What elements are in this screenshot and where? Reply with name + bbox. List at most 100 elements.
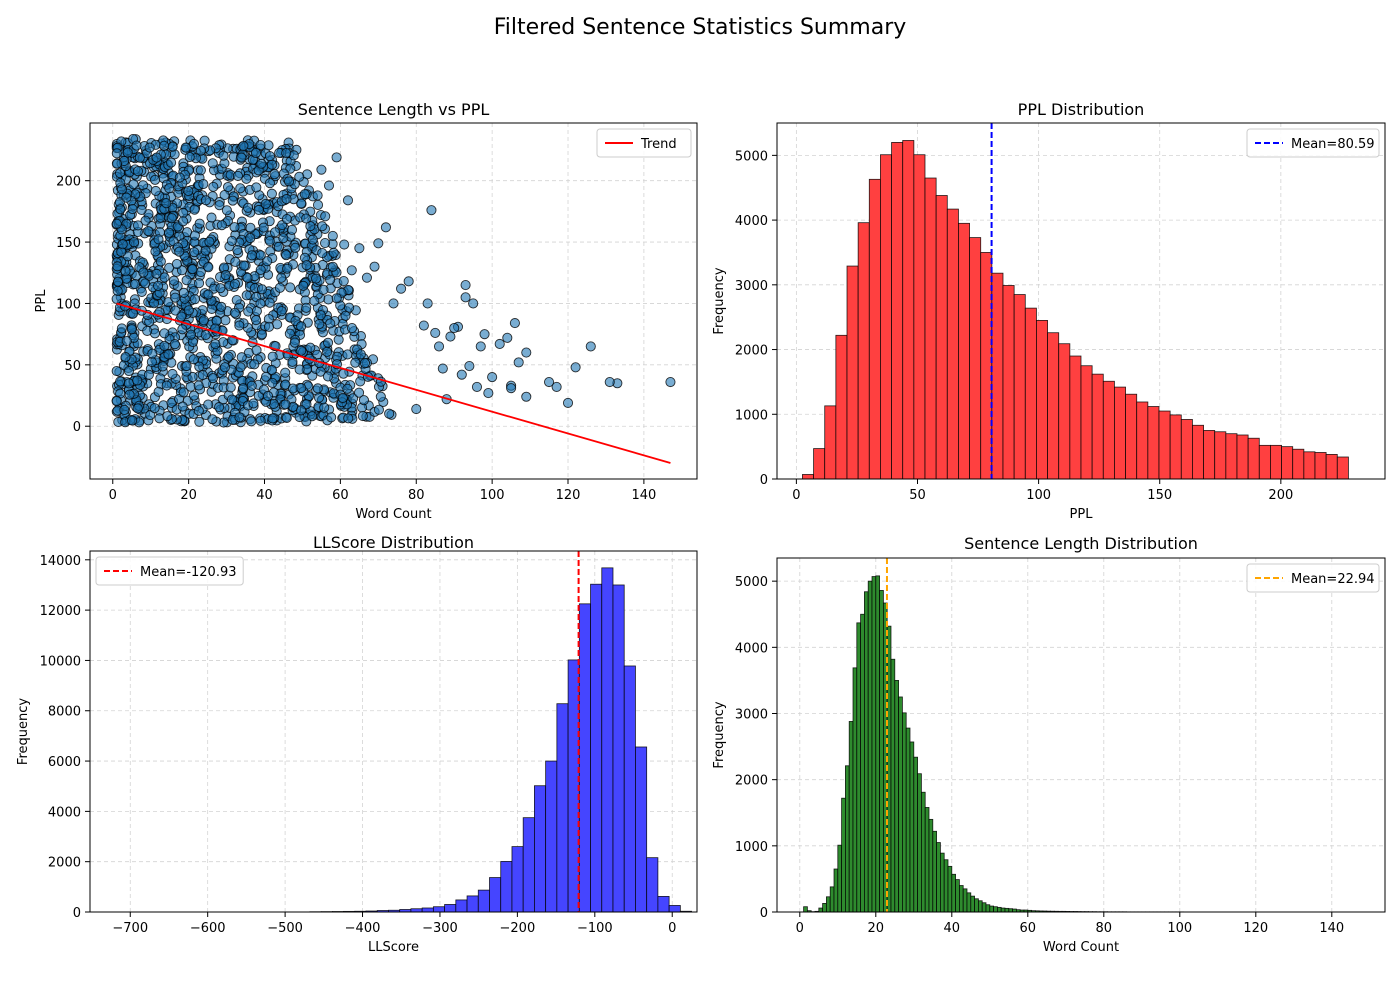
histogram-bar (444, 904, 457, 912)
scatter-point (111, 148, 122, 159)
scatter-point (127, 415, 138, 426)
scatter-point (216, 220, 227, 231)
x-tick-label: −400 (345, 921, 381, 936)
histogram-bar (1258, 444, 1271, 479)
scatter-point (281, 213, 292, 225)
scatter-point (487, 372, 498, 383)
scatter-point (203, 262, 214, 273)
scatter-point (267, 351, 278, 362)
scatter-point (168, 275, 179, 286)
histogram-bar (822, 902, 827, 912)
scatter-point (128, 237, 140, 248)
scatter-point (449, 322, 460, 334)
scatter-point (357, 410, 368, 422)
legend: Mean=-120.93 (95, 556, 244, 586)
scatter-point (266, 159, 278, 170)
legend-label: Mean=80.59 (1291, 137, 1375, 152)
legend-label: Trend (640, 137, 677, 152)
histogram-bar (913, 756, 918, 912)
ticks: 0 20 40 60 80 100 120 140 0 1000 2000 3000 4000 5000 (735, 575, 1344, 936)
x-tick-label: 140 (631, 488, 656, 503)
scatter-point (256, 284, 268, 295)
axes-frame (89, 122, 698, 480)
legend-label: Mean=22.94 (1291, 572, 1375, 587)
x-tick-label: 40 (944, 921, 961, 936)
scatter-point (238, 140, 249, 151)
scatter-point (153, 386, 164, 397)
scatter-point (127, 204, 138, 215)
scatter-point (227, 394, 238, 405)
x-tick-label: 100 (480, 488, 505, 503)
scatter-point (195, 165, 206, 176)
scatter-point (281, 250, 292, 261)
scatter-point (281, 412, 292, 424)
scatter-point (250, 147, 262, 159)
histogram-bar (879, 590, 884, 912)
scatter-point (384, 408, 395, 419)
scatter-point (325, 274, 336, 285)
histogram-bar (1203, 430, 1216, 479)
y-tick-label: 150 (56, 236, 81, 251)
scatter-point (221, 205, 232, 216)
scatter-point (162, 411, 173, 422)
scatter-point (276, 306, 287, 317)
scatter-point (159, 140, 170, 151)
scatter-point (193, 405, 204, 416)
scatter-point (258, 222, 269, 233)
histogram-bar (1247, 437, 1260, 479)
scatter-point (230, 256, 241, 267)
scatter-point (313, 392, 325, 403)
histogram-bar (891, 142, 904, 479)
scatter-point (422, 298, 433, 309)
scatter-point (322, 337, 334, 348)
axes-frame (776, 557, 1386, 913)
histogram-bar (951, 873, 956, 912)
scatter-point (562, 397, 574, 408)
scatter-point (167, 368, 178, 380)
x-tick-label: 20 (180, 488, 197, 503)
histogram-bar (466, 895, 479, 912)
scatter-point (127, 308, 139, 319)
histogram-bar (818, 907, 823, 912)
legend-box (1246, 563, 1380, 593)
scatter-point (475, 341, 486, 352)
histogram-bar (1336, 456, 1349, 479)
scatter-point (665, 376, 676, 388)
scatter-point (171, 258, 182, 270)
scatter-point (142, 325, 153, 336)
scatter-point (468, 298, 479, 309)
scatter-point (155, 256, 166, 267)
scatter-point (225, 382, 236, 393)
histogram-bar (829, 886, 835, 912)
histogram-bar (1102, 380, 1115, 479)
scatter-point (242, 272, 253, 283)
histogram-bar (940, 852, 945, 912)
scatter-point (132, 375, 143, 386)
histogram-bar (1303, 451, 1316, 479)
histogram-bar (545, 760, 558, 912)
scatter-point (570, 362, 581, 373)
scatter-point (229, 222, 240, 233)
scatter-point (343, 413, 354, 424)
scatter-point (189, 230, 200, 241)
scatter-point (301, 213, 312, 224)
histogram-bar (913, 154, 926, 479)
scatter-point (342, 195, 354, 206)
scatter-point (146, 356, 157, 368)
x-axis-label: Word Count (1043, 940, 1119, 955)
scatter-point (150, 185, 161, 197)
scatter-point (246, 380, 257, 391)
histogram-bar (985, 904, 991, 912)
histogram-bar (871, 576, 877, 912)
x-tick-label: 40 (256, 488, 273, 503)
scatter-point (197, 370, 208, 381)
scatter-point (479, 329, 490, 340)
scatter-point (285, 282, 296, 293)
y-tick-label: 50 (64, 359, 81, 374)
scatter-point (456, 369, 467, 380)
scatter-point (242, 202, 254, 213)
scatter-point (328, 247, 339, 258)
y-tick-label: 14000 (40, 554, 81, 569)
scatter-point (309, 295, 320, 306)
